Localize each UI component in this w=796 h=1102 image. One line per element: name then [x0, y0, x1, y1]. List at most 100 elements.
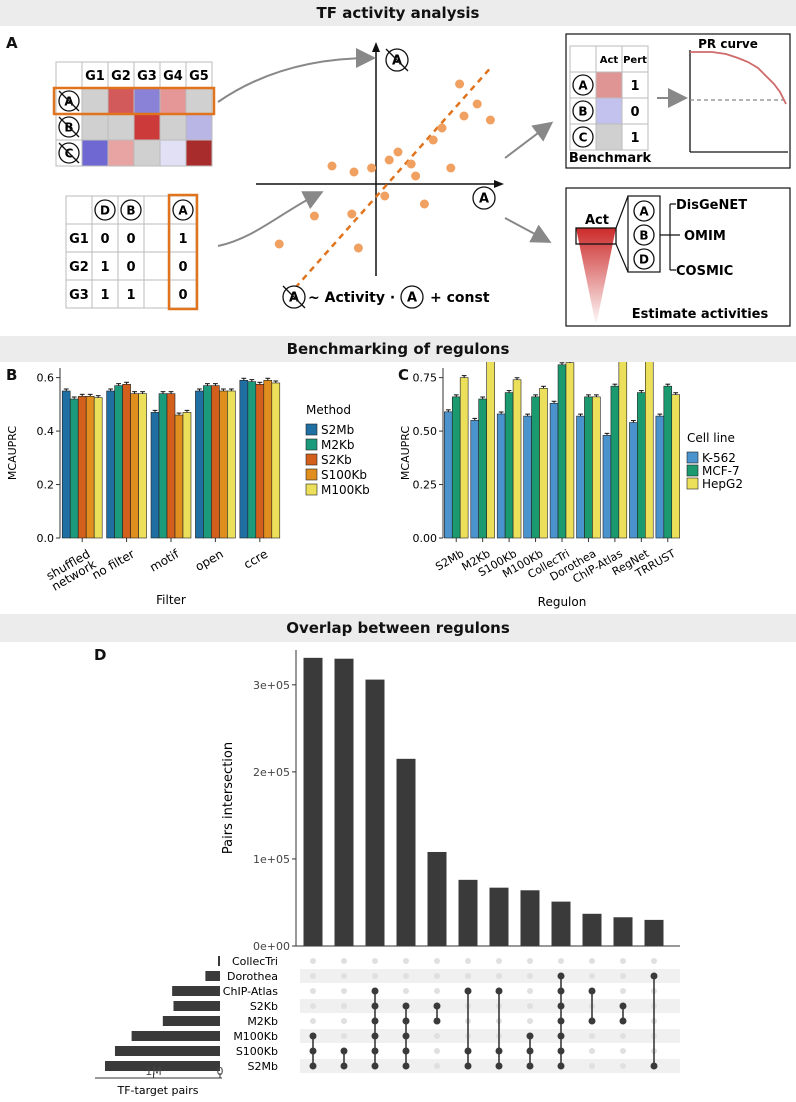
matrix-dot-filled: [402, 1062, 410, 1070]
legend-swatch: [305, 438, 318, 451]
set-label: M100Kb: [233, 1030, 278, 1043]
matrix-dot-empty: [341, 1018, 347, 1024]
set-size-axis-title: TF-target pairs: [117, 1084, 199, 1097]
activity-label: Act: [585, 213, 609, 228]
matrix-dot-empty: [620, 988, 626, 994]
intersection-bar: [644, 919, 664, 946]
prior-cell: [117, 223, 145, 253]
formula-part-1: ~ Activity ·: [308, 290, 395, 306]
x-tick-label: open: [193, 547, 226, 574]
bench-tf-label: B: [578, 104, 587, 118]
panel-c-chart: 0.000.250.500.75MCAUPRCS2MbM2KbS100KbM10…: [399, 362, 743, 609]
highlight-column: [167, 193, 199, 311]
bench-header: Act: [600, 55, 619, 66]
bar: [451, 396, 461, 539]
bar: [150, 412, 160, 539]
estimate-tf-label-circle: [633, 200, 655, 222]
set-size-bar: [173, 1001, 220, 1011]
intersection-bar: [303, 657, 323, 946]
bar: [182, 412, 192, 539]
bar: [85, 396, 95, 539]
bar: [459, 377, 469, 539]
estimate-tf-label: D: [639, 252, 649, 266]
scatter-point: [419, 199, 429, 209]
database-omim: OMIM: [684, 229, 726, 244]
matrix-dot-filled: [557, 1002, 565, 1010]
matrix-dot-filled: [340, 1062, 348, 1070]
matrix-dot-empty: [434, 1033, 440, 1039]
set-label: Dorothea: [227, 970, 278, 983]
matrix-dot-filled: [557, 987, 565, 995]
matrix-stripe: [300, 999, 680, 1013]
scatter-point: [353, 243, 363, 253]
matrix-dot-filled: [371, 1017, 379, 1025]
matrix-dot-filled: [588, 1017, 596, 1025]
database-cosmic: COSMIC: [676, 264, 733, 279]
scatter-point: [347, 209, 357, 219]
y-tick-label: 0.0: [37, 532, 55, 545]
matrix-stripe: [300, 1029, 680, 1043]
prior-gene-label: G2: [69, 260, 89, 275]
bar: [671, 394, 680, 539]
matrix-gene-label: G5: [189, 69, 209, 84]
scatter-y-label-cross: [385, 48, 409, 72]
prior-tf-label-circle: [94, 199, 116, 221]
section-benchmarking: Benchmarking of regulons: [0, 336, 796, 362]
bar: [255, 384, 265, 539]
set-size-bar: [205, 971, 220, 981]
set-size-tick-label: 0: [217, 1065, 224, 1078]
bar: [610, 385, 620, 539]
matrix-dot-empty: [310, 1003, 316, 1009]
matrix-dot-empty: [496, 973, 502, 979]
matrix-dot-filled: [371, 987, 379, 995]
set-label: CollecTri: [232, 955, 278, 968]
bar: [584, 396, 593, 539]
bench-act-cell: [595, 123, 623, 151]
matrix-header-cell: [133, 61, 161, 89]
prior-tf-label: D: [100, 203, 110, 217]
bar: [271, 382, 281, 539]
matrix-tf-label-cross: [58, 90, 80, 112]
legend-swatch: [686, 464, 699, 477]
matrix-dot-filled: [309, 1047, 317, 1055]
bar: [470, 420, 480, 539]
legend-label: S2Mb: [321, 423, 354, 437]
bar: [247, 381, 257, 539]
bench-pert-value: 0: [630, 105, 639, 120]
panel-label-c: C: [398, 366, 410, 384]
bar: [130, 393, 139, 539]
bar: [211, 385, 220, 539]
legend-swatch: [305, 453, 318, 466]
matrix-dot-empty: [465, 958, 471, 964]
bar: [663, 385, 673, 539]
legend-swatch: [686, 451, 699, 464]
matrix-cell: [107, 139, 135, 167]
matrix-dot-empty: [341, 958, 347, 964]
bench-pert-value: 1: [630, 131, 639, 146]
prior-tf-label: A: [178, 203, 188, 217]
bar: [69, 398, 79, 539]
prior-value: 0: [178, 288, 187, 303]
bar: [227, 390, 236, 539]
prior-gene-label: G3: [69, 288, 89, 303]
intersection-bar: [551, 901, 571, 946]
section-tf-activity: TF activity analysis: [0, 0, 796, 26]
estimate-tf-label-circle: [633, 224, 655, 246]
y-axis-title: Pairs intersection: [221, 742, 236, 854]
legend-swatch: [305, 423, 318, 436]
y-tick-label: 0.00: [413, 532, 438, 545]
bar: [166, 393, 176, 539]
matrix-dot-empty: [527, 988, 533, 994]
prior-value: 0: [126, 232, 135, 247]
matrix-dot-filled: [619, 1017, 627, 1025]
y-tick-label: 2e+05: [253, 766, 290, 779]
bar: [645, 362, 654, 539]
bench-act-cell: [595, 97, 623, 125]
bar: [565, 362, 575, 539]
matrix-dot-empty: [310, 973, 316, 979]
benchmark-caption: Benchmark: [569, 151, 652, 166]
matrix-dot-empty: [620, 1063, 626, 1069]
formula-part-2: + const: [430, 290, 490, 306]
prior-cell: [91, 279, 119, 309]
